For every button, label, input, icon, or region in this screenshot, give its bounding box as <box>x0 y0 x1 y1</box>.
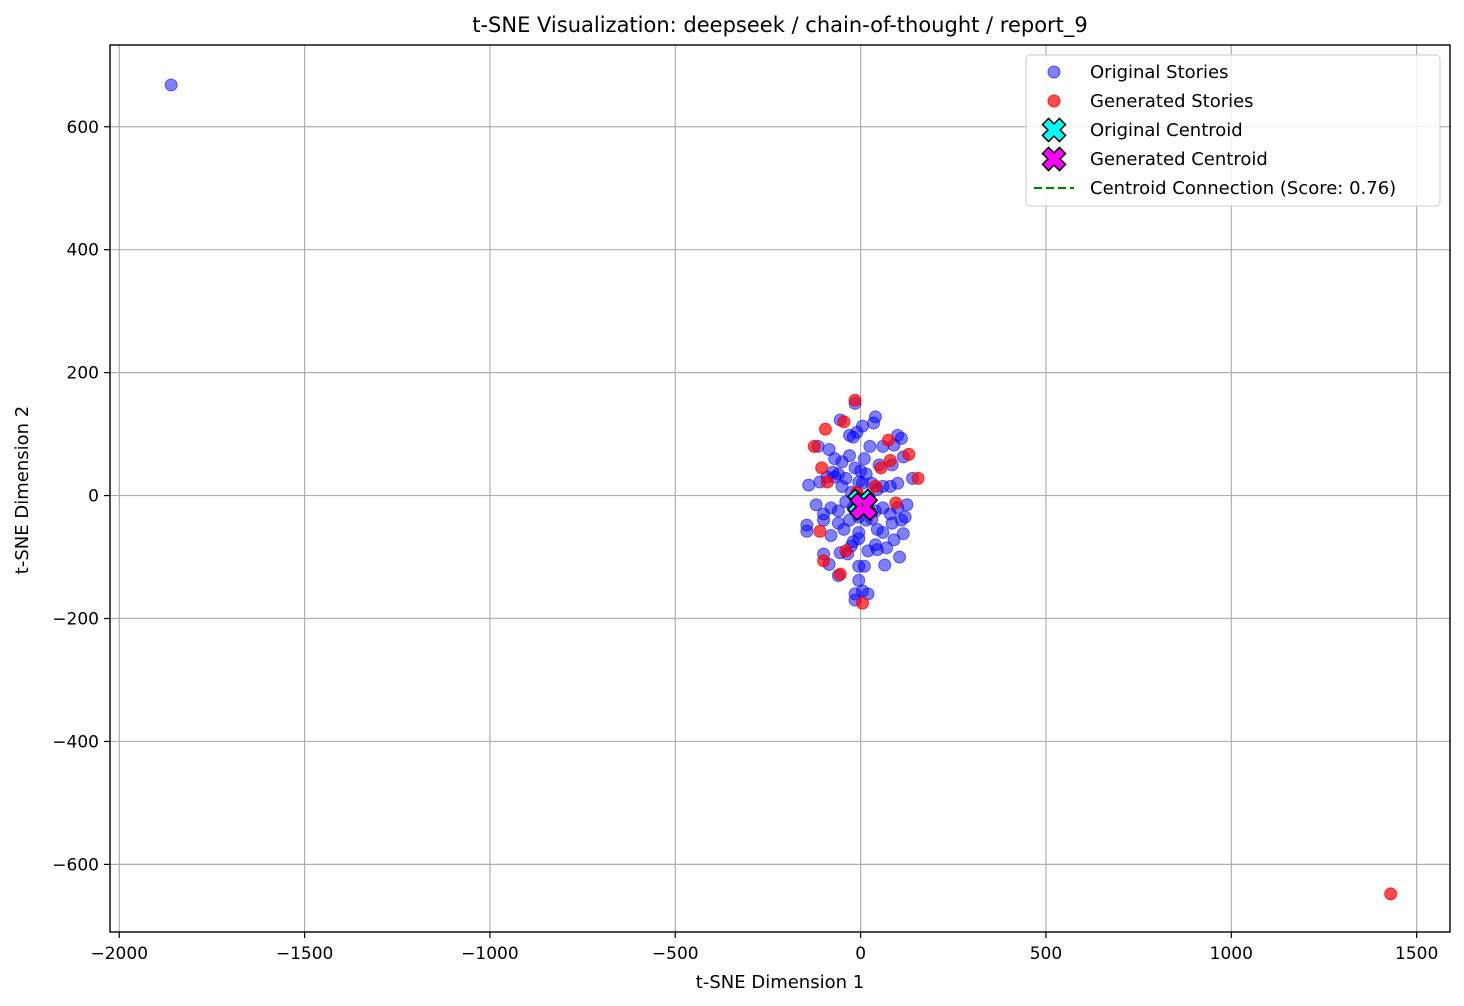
generated-story-point <box>837 415 851 429</box>
chart-title: t-SNE Visualization: deepseek / chain-of… <box>472 13 1088 38</box>
y-axis-ticks: −600 −400 −200 0 200 400 600 <box>52 118 110 875</box>
generated-story-point <box>868 479 882 493</box>
original-story-point <box>893 550 907 564</box>
generated-story-point <box>874 461 888 475</box>
generated-story-point <box>833 567 847 581</box>
generated-story-point <box>902 447 916 461</box>
x-tick-label: −500 <box>652 944 699 964</box>
original-story-point <box>848 461 862 475</box>
centroid-markers <box>846 488 879 522</box>
x-tick-label: 500 <box>1030 944 1062 964</box>
x-axis-ticks: −2000 −1500 −1000 −500 0 500 1000 1500 <box>91 932 1438 964</box>
legend-marker-original-centroid <box>1041 117 1067 143</box>
legend-label-original-centroid: Original Centroid <box>1090 120 1243 141</box>
legend-marker-original-stories <box>1047 65 1061 79</box>
original-story-point <box>876 525 890 539</box>
x-tick-label: −1000 <box>461 944 519 964</box>
legend-box <box>1025 54 1441 207</box>
original-story-point <box>898 510 912 524</box>
x-axis-label: t-SNE Dimension 1 <box>696 972 864 993</box>
generated-story-point <box>883 454 897 468</box>
original-story-point <box>857 452 871 466</box>
centroid-connection-line <box>860 502 865 508</box>
legend: Original Stories Generated Stories Origi… <box>1025 54 1441 207</box>
generated-story-point <box>855 596 869 610</box>
y-tick-label: −200 <box>52 610 99 630</box>
generated-story-point <box>813 524 827 538</box>
original-story-point <box>891 476 905 490</box>
legend-x-original-shape <box>1041 117 1067 143</box>
original-story-point <box>800 524 814 538</box>
original-stories-points <box>164 78 920 607</box>
legend-label-centroid-connection: Centroid Connection (Score: 0.76) <box>1090 178 1396 199</box>
original-story-point <box>863 439 877 453</box>
original-story-point <box>855 419 869 433</box>
original-story-point <box>867 416 881 430</box>
original-story-point <box>887 533 901 547</box>
original-story-point <box>843 513 857 527</box>
generated-story-point <box>815 461 829 475</box>
plot-frame <box>109 44 1451 933</box>
x-tick-label: 0 <box>855 944 866 964</box>
original-story-point <box>817 513 831 527</box>
y-axis-label: t-SNE Dimension 2 <box>12 406 33 574</box>
original-story-point <box>857 559 871 573</box>
x-tick-label: 1000 <box>1210 944 1253 964</box>
original-story-point <box>835 479 849 493</box>
y-tick-label: 200 <box>67 364 99 384</box>
original-story-point <box>843 449 857 463</box>
generated-story-point <box>818 422 832 436</box>
legend-label-generated-centroid: Generated Centroid <box>1090 149 1268 170</box>
generated-stories-points <box>807 393 1398 901</box>
y-tick-label: 600 <box>67 118 99 138</box>
generated-story-point <box>839 544 853 558</box>
legend-x-generated-shape <box>1041 146 1067 172</box>
original-story-point <box>868 538 882 552</box>
original-story-point <box>843 428 857 442</box>
y-tick-label: 400 <box>67 241 99 261</box>
generated-story-point <box>881 433 895 447</box>
original-story-point <box>900 498 914 512</box>
original-story-point <box>802 478 816 492</box>
generated-story-point <box>1384 887 1398 901</box>
generated-story-point <box>911 471 925 485</box>
original-story-point <box>164 78 178 92</box>
original-story-point <box>822 442 836 456</box>
generated-story-point <box>889 496 903 510</box>
legend-marker-generated-centroid <box>1041 146 1067 172</box>
generated-story-point <box>807 439 821 453</box>
generated-story-point <box>817 554 831 568</box>
legend-label-original-stories: Original Stories <box>1090 62 1229 83</box>
x-tick-label: −1500 <box>276 944 334 964</box>
x-tick-label: −2000 <box>91 944 149 964</box>
legend-label-generated-stories: Generated Stories <box>1090 91 1254 112</box>
y-tick-label: −600 <box>52 855 99 875</box>
legend-marker-generated-stories <box>1047 94 1061 108</box>
y-tick-label: 0 <box>88 487 99 507</box>
original-story-point <box>855 584 869 598</box>
original-story-point <box>809 498 823 512</box>
y-tick-label: −400 <box>52 732 99 752</box>
x-tick-label: 1500 <box>1395 944 1438 964</box>
generated-story-point <box>848 393 862 407</box>
original-story-point <box>824 529 838 543</box>
original-story-point <box>878 558 892 572</box>
original-story-point <box>896 527 910 541</box>
generated-story-point <box>820 475 834 489</box>
